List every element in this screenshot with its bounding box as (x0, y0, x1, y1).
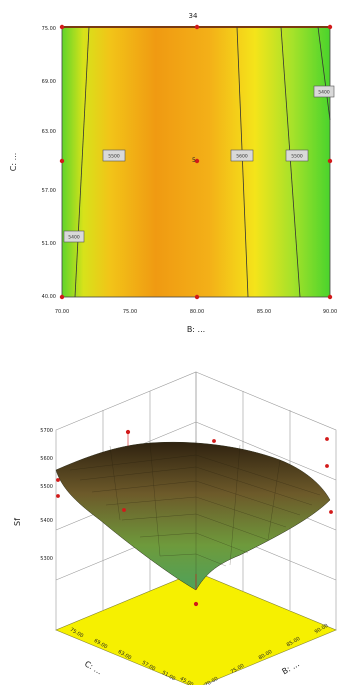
center-marker: 5 (192, 157, 196, 164)
y-tick-label: 63.00 (42, 129, 56, 135)
contour-line (317, 26, 331, 121)
surface-z-axis-title: Sf (13, 518, 22, 526)
contour-y-axis-title: C: ... (9, 153, 18, 171)
y-tick-label: 40.00 (42, 294, 56, 300)
contour-line (74, 26, 90, 298)
y-tick-label: 75.00 (42, 26, 56, 32)
response-surface (55, 441, 331, 591)
surface-c-axis-title: C: ... (83, 659, 103, 676)
design-point (59, 24, 65, 30)
contour-x-axis-title: B: ... (187, 325, 205, 334)
contour-label: 5500 (102, 149, 126, 162)
design-point (194, 158, 200, 164)
svg-text:5600: 5600 (236, 154, 248, 160)
surface-mesh (69, 441, 321, 588)
design-point (194, 294, 200, 300)
design-point (59, 294, 65, 300)
svg-text:5400: 5400 (68, 235, 80, 241)
design-point (327, 158, 333, 164)
contour-top-label: 34 (189, 12, 198, 20)
z-tick-label: 5400 (40, 518, 53, 524)
design-point (327, 294, 333, 300)
contour-label: 5500 (285, 149, 309, 162)
y-tick-label: 57.00 (42, 188, 56, 194)
z-tick-label: 5300 (40, 556, 53, 562)
surface-design-points (56, 429, 333, 607)
y-tick-label: 69.00 (42, 79, 56, 85)
c-tick-label: 45.00 (179, 676, 194, 685)
contour-line (236, 26, 249, 298)
svg-text:5500: 5500 (108, 154, 120, 160)
contour-label: 5600 (230, 149, 254, 162)
x-tick-label: 85.00 (257, 309, 271, 315)
svg-text:5400: 5400 (318, 90, 330, 96)
design-point (327, 24, 333, 30)
contour-plot: 5400 5500 5600 5500 5400 (9, 12, 337, 334)
surface-z-ticks: 5300 5400 5500 5600 5700 (40, 428, 53, 562)
design-points (59, 24, 333, 300)
z-tick-label: 5700 (40, 428, 53, 434)
contour-line (280, 26, 301, 298)
surface-plot: 5300 5400 5500 5600 5700 Sf 75.00 69.00 … (13, 371, 337, 685)
y-tick-label: 51.00 (42, 241, 56, 247)
b-tick-label: 70.00 (204, 676, 219, 685)
x-tick-label: 70.00 (55, 309, 69, 315)
x-tick-label: 75.00 (123, 309, 137, 315)
contour-label: 5400 (313, 85, 335, 98)
surface-floor (55, 571, 337, 685)
z-tick-label: 5500 (40, 484, 53, 490)
contour-y-ticks: 40.00 51.00 57.00 63.00 69.00 75.00 (42, 26, 56, 300)
surface-b-axis-title: B: ... (281, 659, 301, 676)
svg-text:5500: 5500 (291, 154, 303, 160)
x-tick-label: 90.00 (323, 309, 337, 315)
design-point (59, 158, 65, 164)
design-point (194, 24, 200, 30)
x-tick-label: 80.00 (190, 309, 204, 315)
contour-x-ticks: 70.00 75.00 80.00 85.00 90.00 (55, 309, 337, 315)
z-tick-label: 5600 (40, 456, 53, 462)
contour-label: 5400 (63, 230, 85, 243)
